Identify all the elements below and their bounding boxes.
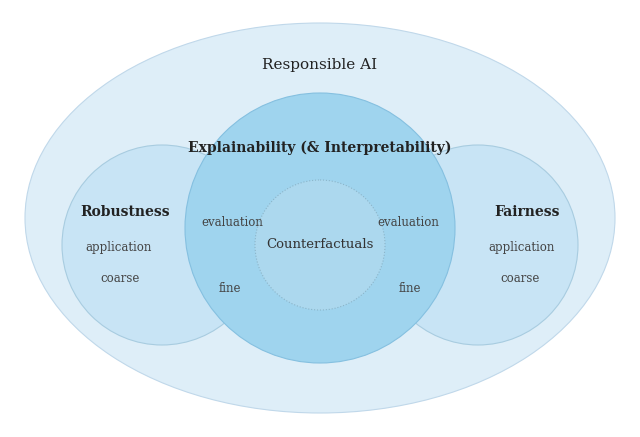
Ellipse shape bbox=[62, 145, 262, 345]
Text: coarse: coarse bbox=[100, 271, 140, 284]
Text: evaluation: evaluation bbox=[377, 216, 439, 229]
Text: application: application bbox=[488, 242, 555, 254]
Ellipse shape bbox=[378, 145, 578, 345]
Text: fine: fine bbox=[219, 281, 241, 295]
Text: coarse: coarse bbox=[500, 271, 540, 284]
Text: Robustness: Robustness bbox=[80, 205, 170, 219]
Text: Responsible AI: Responsible AI bbox=[262, 58, 378, 72]
Ellipse shape bbox=[25, 23, 615, 413]
Ellipse shape bbox=[185, 93, 455, 363]
Text: Explainability (& Interpretability): Explainability (& Interpretability) bbox=[188, 141, 452, 155]
Ellipse shape bbox=[255, 180, 385, 310]
Text: fine: fine bbox=[399, 281, 421, 295]
Text: Counterfactuals: Counterfactuals bbox=[266, 239, 374, 252]
Text: Fairness: Fairness bbox=[495, 205, 560, 219]
Text: application: application bbox=[85, 242, 152, 254]
Text: evaluation: evaluation bbox=[201, 216, 263, 229]
